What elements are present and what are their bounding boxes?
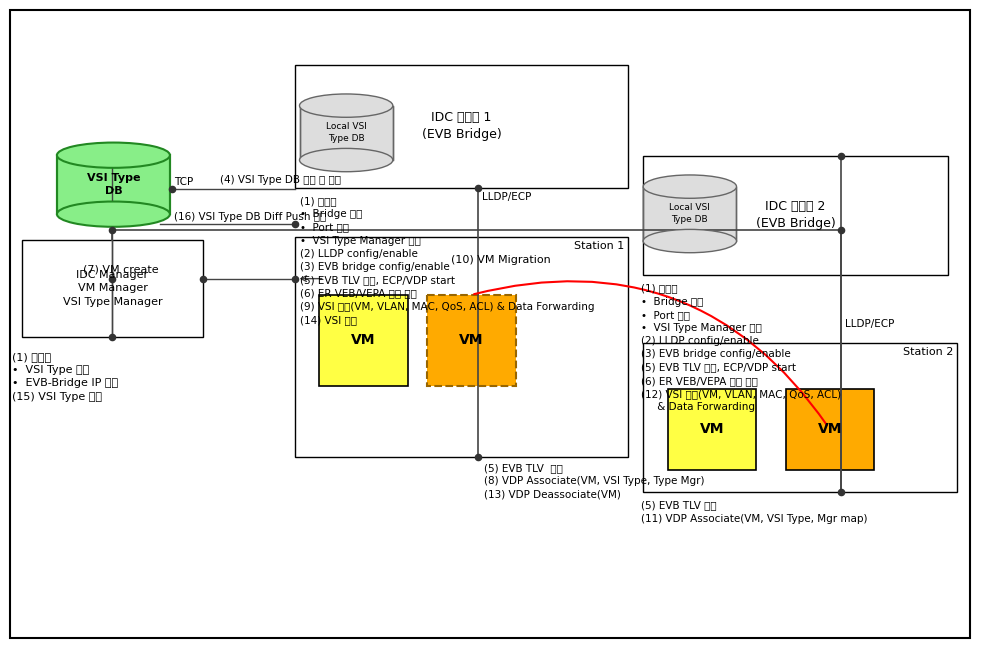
Bar xyxy=(57,156,170,214)
Point xyxy=(833,225,848,235)
Text: (1) 조기화
•  Bridge 생성
•  Port 할당
•  VSI Type Manager 등록
(2) LLDP config/enable
(3: (1) 조기화 • Bridge 생성 • Port 할당 • VSI Type… xyxy=(641,283,842,412)
Ellipse shape xyxy=(300,94,393,117)
Bar xyxy=(643,343,957,492)
Point xyxy=(470,452,486,462)
Point xyxy=(195,273,211,284)
Bar xyxy=(300,106,393,160)
Text: (7) VM create: (7) VM create xyxy=(83,264,159,275)
Bar xyxy=(22,240,203,337)
Text: (10) VM Migration: (10) VM Migration xyxy=(452,255,551,265)
Ellipse shape xyxy=(643,175,736,198)
Ellipse shape xyxy=(57,143,170,168)
Text: VSI Type
DB: VSI Type DB xyxy=(86,173,140,196)
Bar xyxy=(319,295,408,386)
Text: (5) EVB TLV  협상
(8) VDP Associate(VM, VSI Type, Type Mgr)
(13) VDP Deassociate(V: (5) EVB TLV 협상 (8) VDP Associate(VM, VSI… xyxy=(484,463,705,499)
Point xyxy=(833,150,848,161)
Text: VM: VM xyxy=(352,333,375,347)
Text: (1) 조기화
•  VSI Type 설정
•  EVB-Bridge IP 등록
(15) VSI Type 변경: (1) 조기화 • VSI Type 설정 • EVB-Bridge IP 등록… xyxy=(12,352,118,402)
Text: VM: VM xyxy=(460,333,483,347)
Ellipse shape xyxy=(300,148,393,172)
Text: IDC 스위치 2
(EVB Bridge): IDC 스위치 2 (EVB Bridge) xyxy=(755,200,836,231)
Text: TCP: TCP xyxy=(174,177,193,187)
Point xyxy=(164,184,180,194)
Bar xyxy=(643,187,736,241)
Ellipse shape xyxy=(57,202,170,227)
Point xyxy=(104,225,120,235)
Text: IDC 스위치 1
(EVB Bridge): IDC 스위치 1 (EVB Bridge) xyxy=(421,111,502,141)
Point xyxy=(470,183,486,193)
Point xyxy=(104,332,120,342)
Text: (1) 조기화
•  Bridge 생성
•  Port 할당
•  VSI Type Manager 등록
(2) LLDP config/enable
(3: (1) 조기화 • Bridge 생성 • Port 할당 • VSI Type… xyxy=(300,196,594,325)
Point xyxy=(833,487,848,498)
Ellipse shape xyxy=(643,229,736,253)
Text: Station 1: Station 1 xyxy=(574,240,625,251)
Text: Station 2: Station 2 xyxy=(903,347,954,358)
Text: Local VSI
Type DB: Local VSI Type DB xyxy=(670,203,710,224)
Bar xyxy=(295,65,628,188)
Text: LLDP/ECP: LLDP/ECP xyxy=(846,319,895,329)
Bar xyxy=(668,389,756,470)
Text: VM: VM xyxy=(700,422,724,436)
Text: LLDP/ECP: LLDP/ECP xyxy=(482,192,531,202)
Text: IDC Manager
VM Manager
VSI Type Manager: IDC Manager VM Manager VSI Type Manager xyxy=(63,270,162,307)
Point xyxy=(104,273,120,284)
Point xyxy=(287,219,302,229)
FancyArrowPatch shape xyxy=(474,281,827,425)
Point xyxy=(287,273,302,284)
Text: (4) VSI Type DB 교환 및 구축: (4) VSI Type DB 교환 및 구축 xyxy=(220,175,341,185)
Bar xyxy=(295,237,628,457)
Bar xyxy=(427,295,516,386)
Text: (5) EVB TLV 협상
(11) VDP Associate(VM, VSI Type, Mgr map): (5) EVB TLV 협상 (11) VDP Associate(VM, VS… xyxy=(641,500,868,524)
Bar xyxy=(643,156,948,275)
Text: Local VSI
Type DB: Local VSI Type DB xyxy=(326,122,366,143)
Text: (16) VSI Type DB Diff Push 변경: (16) VSI Type DB Diff Push 변경 xyxy=(174,212,326,222)
Text: VM: VM xyxy=(818,422,842,436)
Bar xyxy=(786,389,874,470)
